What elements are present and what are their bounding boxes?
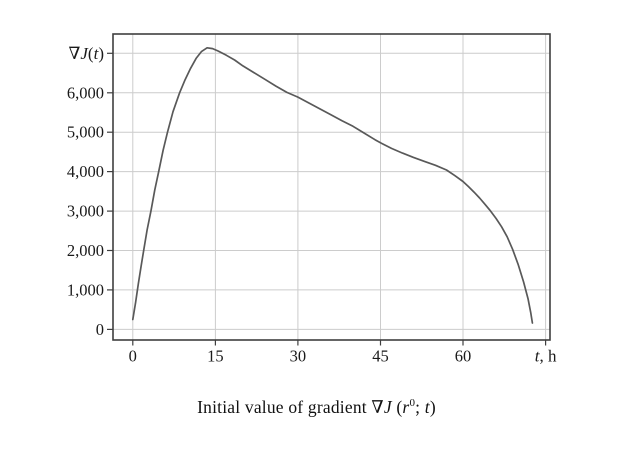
- caption-segment: (: [391, 397, 403, 417]
- caption-segment: ): [429, 397, 436, 417]
- y-tick-label: 0: [96, 320, 104, 339]
- y-tick-label: 3,000: [67, 202, 104, 221]
- y-tick-label: 5,000: [67, 123, 104, 142]
- caption-segment: Initial value of gradient ∇: [197, 397, 384, 417]
- y-tick-label: 2,000: [67, 241, 104, 260]
- x-tick-label: 15: [207, 347, 224, 366]
- y-tick-label: 1,000: [67, 280, 104, 299]
- y-axis-title: ∇J(t): [69, 44, 105, 63]
- y-tick-label: 6,000: [67, 83, 104, 102]
- plot-border: [112, 33, 551, 341]
- y-tick-label: 4,000: [67, 162, 104, 181]
- x-tick-label: 60: [455, 347, 472, 366]
- caption-segment: r: [402, 397, 410, 417]
- caption-segment: ;: [415, 397, 425, 417]
- x-tick-label: 45: [372, 347, 389, 366]
- x-tick-label: 0: [129, 347, 137, 366]
- caption-segment: t: [424, 397, 430, 417]
- chart-caption: Initial value of gradient ∇J (r0; t): [8, 397, 617, 418]
- x-tick-label: 30: [290, 347, 307, 366]
- x-axis-title: t, h: [535, 347, 557, 366]
- caption-segment: 0: [409, 397, 416, 410]
- curve-path: [131, 46, 534, 324]
- caption-segment: J: [383, 397, 392, 417]
